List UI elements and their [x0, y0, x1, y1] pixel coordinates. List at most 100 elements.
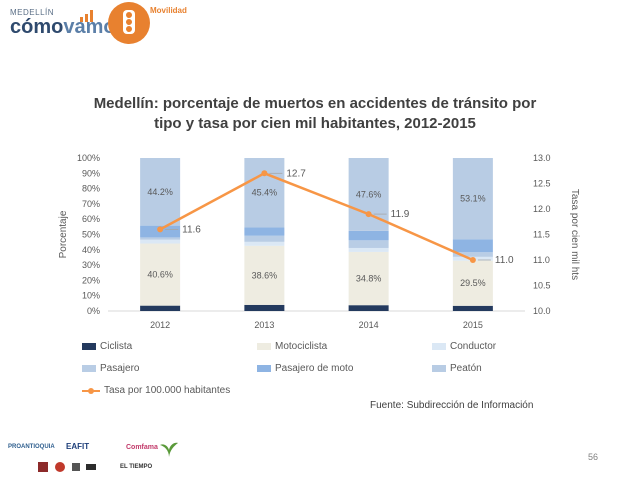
- y-tick-label: 100%: [77, 153, 100, 163]
- bar-peaton: [452, 158, 493, 240]
- brand-small: MEDELLÍN: [10, 8, 55, 17]
- legend-ciclista: Ciclista: [82, 341, 132, 352]
- data-label-tasa: 12.7: [286, 168, 306, 179]
- legend-label-motociclista: Motociclista: [275, 341, 328, 352]
- legend-label-peaton: Peatón: [450, 363, 482, 374]
- legend-swatch-ciclista: [82, 343, 96, 350]
- bars-logo-icon: [80, 10, 93, 22]
- y-tick-label: 10%: [82, 291, 100, 301]
- legend-swatch-pasajero-moto: [257, 365, 271, 372]
- data-label-motociclista: 29.5%: [460, 278, 486, 288]
- line-point: [365, 211, 372, 218]
- legend-swatch-peaton: [432, 365, 446, 372]
- legend-label-pasajero-moto: Pasajero de moto: [275, 363, 354, 374]
- y2-tick-label: 11.5: [533, 230, 550, 240]
- y-tick-label: 80%: [82, 184, 100, 194]
- bar-pasajero: [140, 237, 181, 240]
- sponsor-small-logos-icon: [38, 462, 96, 472]
- line-point: [469, 257, 476, 263]
- legend-pasajero-moto: Pasajero de moto: [257, 363, 353, 374]
- legend-peaton: Peatón: [432, 363, 482, 374]
- legend-motociclista: Motociclista: [257, 341, 327, 352]
- bar-peaton: [140, 158, 181, 226]
- section-label: Movilidad: [150, 6, 187, 15]
- data-label-tasa: 11.9: [391, 209, 410, 220]
- data-label-motociclista: 38.6%: [252, 270, 278, 280]
- legend-label-conductor: Conductor: [450, 341, 497, 352]
- legend-swatch-conductor: [432, 343, 446, 350]
- sponsor-proantioquia: PROANTIOQUIA: [8, 444, 55, 450]
- line-point: [261, 170, 268, 177]
- y2-tick-label: 12.0: [533, 204, 551, 214]
- y2-tick-label: 13.0: [533, 153, 551, 163]
- source-note: Fuente: Subdirección de Información: [370, 400, 534, 411]
- bar-motociclista: [244, 245, 285, 305]
- legend-swatch-motociclista: [257, 343, 271, 350]
- legend-conductor: Conductor: [432, 341, 496, 352]
- bar-pasajero_moto: [244, 227, 285, 236]
- legend-label-pasajero: Pasajero: [100, 363, 140, 374]
- y-tick-label: 90%: [82, 168, 100, 178]
- bar-conductor: [140, 239, 181, 244]
- bar-conductor: [244, 241, 285, 246]
- x-tick-label: 2014: [359, 320, 379, 330]
- legend-line-tasa: [82, 387, 100, 394]
- bar-ciclista: [140, 305, 181, 311]
- data-label-peaton: 53.1%: [460, 194, 486, 204]
- line-point: [157, 226, 164, 233]
- data-label-peaton: 47.6%: [356, 189, 382, 199]
- data-label-peaton: 45.4%: [252, 188, 278, 198]
- chart-title-line1: Medellín: porcentaje de muertos en accid…: [93, 95, 537, 112]
- bar-motociclista: [452, 260, 493, 306]
- chart-title-line2: tipo y tasa por cien mil habitantes, 201…: [154, 115, 476, 132]
- legend-pasajero: Pasajero: [82, 363, 139, 374]
- line-tasa: [159, 171, 474, 262]
- sponsor-el-tiempo: EL TIEMPO: [120, 464, 153, 470]
- y-tick-label: 0%: [87, 306, 100, 316]
- bar-motociclista: [348, 251, 389, 306]
- x-tick-label: 2015: [463, 320, 483, 330]
- sponsor-logos: PROANTIOQUIA EAFIT Comfama EL TIEMPO: [8, 440, 198, 476]
- data-label-tasa: 11.0: [495, 255, 514, 266]
- y-tick-label: 40%: [82, 245, 100, 255]
- data-label-tasa: 11.6: [182, 224, 201, 235]
- brand-big-1: cómo: [10, 16, 64, 38]
- y-tick-label: 70%: [82, 199, 100, 209]
- y2-tick-label: 10.0: [533, 306, 551, 316]
- traffic-light-icon: [108, 2, 150, 44]
- x-tick-label: 2012: [150, 320, 170, 330]
- data-label-peaton: 44.2%: [147, 187, 173, 197]
- y-tick-label: 20%: [82, 275, 100, 285]
- data-label-motociclista: 34.8%: [356, 274, 382, 284]
- legend-label-ciclista: Ciclista: [100, 341, 133, 352]
- bar-pasajero: [244, 235, 285, 242]
- legend-tasa: Tasa por 100.000 habitantes: [82, 385, 230, 396]
- y2-tick-label: 10.5: [533, 281, 551, 291]
- y-tick-label: 50%: [82, 230, 100, 240]
- bar-pasajero: [348, 240, 389, 248]
- data-label-motociclista: 40.6%: [147, 270, 173, 280]
- sponsor-comfama: Comfama: [126, 444, 158, 451]
- y-tick-label: 60%: [82, 214, 100, 224]
- y-tick-label: 30%: [82, 260, 100, 270]
- y2-tick-label: 11.0: [533, 255, 550, 265]
- bar-motociclista: [140, 243, 181, 306]
- bar-ciclista: [452, 305, 493, 311]
- bar-pasajero: [452, 252, 493, 257]
- legend-swatch-pasajero: [82, 365, 96, 372]
- bar-conductor: [348, 247, 389, 252]
- sponsor-eafit: EAFIT: [66, 442, 90, 451]
- bar-pasajero_moto: [452, 239, 493, 253]
- x-tick-label: 2013: [254, 320, 274, 330]
- bar-ciclista: [244, 304, 285, 311]
- bar-ciclista: [348, 305, 389, 311]
- legend-label-tasa: Tasa por 100.000 habitantes: [104, 385, 231, 396]
- chart-title: Medellín: porcentaje de muertos en accid…: [70, 94, 560, 134]
- bar-pasajero_moto: [348, 230, 389, 241]
- y-axis-title: Porcentaje: [58, 210, 69, 258]
- sponsor-plant-icon: [160, 442, 178, 457]
- y2-axis-title: Tasa por cien mil hts: [569, 189, 580, 280]
- y2-tick-label: 12.5: [533, 179, 551, 189]
- page-number: 56: [588, 452, 599, 462]
